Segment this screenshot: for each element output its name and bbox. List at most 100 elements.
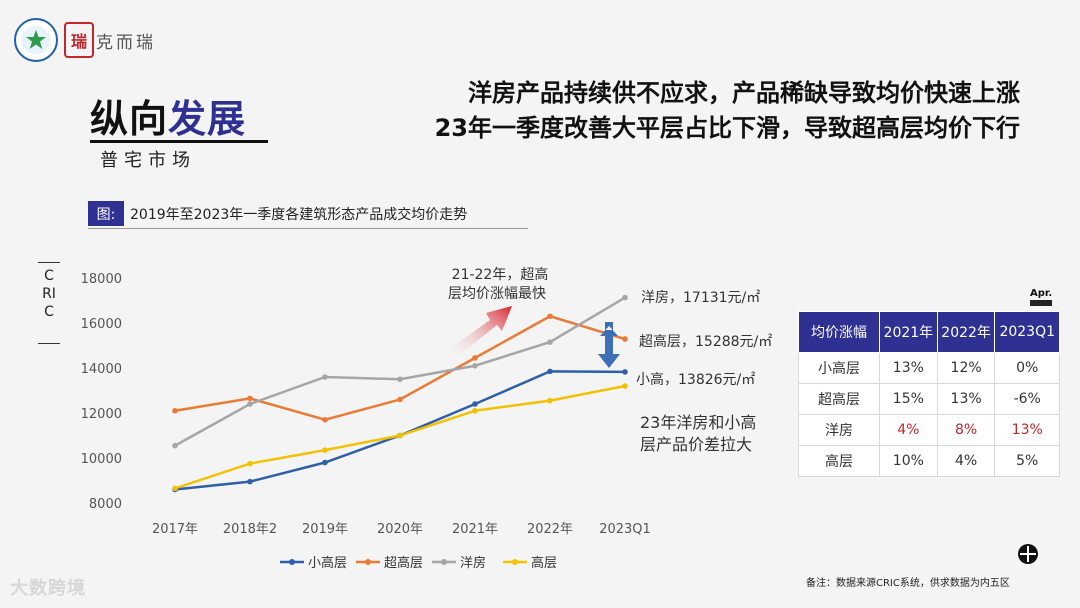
data-point xyxy=(397,376,403,383)
legend-marker xyxy=(441,559,447,565)
data-point xyxy=(547,313,553,320)
data-point xyxy=(622,369,628,375)
table-cell: 13% xyxy=(994,414,1060,446)
label-chaogaoceng: 超高层，15288元/㎡ xyxy=(639,333,772,350)
legend-marker xyxy=(289,559,295,565)
price-growth-table: 均价涨幅 2021年 2022年 2023Q1 小高层 13% 12% 0% 超… xyxy=(798,311,1060,477)
table-row-label: 洋房 xyxy=(798,414,880,446)
figure-caption-divider xyxy=(88,228,528,229)
table-row: 小高层 13% 12% 0% xyxy=(798,352,1060,384)
table-cell: -6% xyxy=(994,383,1060,415)
star-icon xyxy=(22,26,50,54)
y-tick-label: 10000 xyxy=(81,452,122,467)
data-point xyxy=(622,294,628,301)
table-cell: 8% xyxy=(936,414,996,446)
x-tick-label: 2017年 xyxy=(152,522,198,537)
table-header: 2021年 xyxy=(879,311,938,353)
section-title-highlight: 发展 xyxy=(168,97,247,141)
legend-label: 高层 xyxy=(531,555,557,571)
table-cell: 13% xyxy=(936,383,996,415)
legend-label: 小高层 xyxy=(308,555,347,571)
table-cell: 13% xyxy=(879,352,938,384)
x-tick-label: 2022年 xyxy=(527,522,573,537)
data-point xyxy=(547,397,553,404)
cric-vertical-label: CRIC xyxy=(38,262,60,344)
x-tick-label: 2020年 xyxy=(377,522,423,537)
gap-annotation-1: 23年洋房和小高 xyxy=(640,413,756,432)
table-cell: 10% xyxy=(879,445,938,477)
x-tick-label: 2018年2 xyxy=(223,522,277,537)
figure-caption: 2019年至2023年一季度各建筑形态产品成交均价走势 xyxy=(130,207,468,223)
table-cell: 4% xyxy=(936,445,996,477)
gap-annotation-2: 层产品价差拉大 xyxy=(640,435,752,454)
compass-icon xyxy=(1018,544,1038,564)
table-row: 洋房 4% 8% 13% xyxy=(798,414,1060,446)
section-underline xyxy=(90,140,268,143)
data-point xyxy=(322,374,328,380)
data-point xyxy=(172,442,178,449)
footnote: 备注：数据来源CRIC系统，供求数据为内五区 xyxy=(806,578,1010,589)
headline-line-2: 23年一季度改善大平层占比下滑，导致超高层均价下行 xyxy=(434,114,1020,142)
table-cell: 0% xyxy=(994,352,1060,384)
table-cell: 5% xyxy=(994,445,1060,477)
y-tick-label: 16000 xyxy=(81,317,122,332)
y-tick-label: 14000 xyxy=(81,362,122,377)
data-point xyxy=(547,368,553,375)
series-line xyxy=(174,370,626,491)
data-point xyxy=(472,355,478,361)
y-tick-label: 18000 xyxy=(81,272,122,287)
table-row: 超高层 15% 13% -6% xyxy=(798,383,1060,415)
data-point xyxy=(622,336,628,342)
legend-marker xyxy=(365,559,371,565)
section-title-plain: 纵向 xyxy=(90,97,169,141)
table-cell: 15% xyxy=(879,383,938,415)
brand-name: 克而瑞 xyxy=(96,33,156,53)
x-tick-label: 2021年 xyxy=(452,522,498,537)
data-point xyxy=(322,416,328,423)
data-point xyxy=(247,401,253,407)
gap-double-arrow-icon xyxy=(598,322,620,368)
figure-tag: 图: xyxy=(88,201,124,226)
data-point xyxy=(247,478,253,485)
table-row: 高层 10% 4% 5% xyxy=(798,445,1060,477)
data-point xyxy=(472,401,478,407)
x-tick-label: 2023Q1 xyxy=(599,522,651,537)
series-line xyxy=(174,314,626,422)
table-cell: 4% xyxy=(879,414,938,446)
legend-label: 超高层 xyxy=(384,555,423,571)
table-header: 2023Q1 xyxy=(994,311,1060,353)
table-row-label: 超高层 xyxy=(798,383,880,415)
table-row-label: 高层 xyxy=(798,445,880,477)
y-tick-label: 8000 xyxy=(89,497,122,512)
data-point xyxy=(172,485,178,492)
arrow-annotation-1: 21-22年，超高 xyxy=(452,266,549,283)
data-point xyxy=(322,447,328,453)
y-tick-label: 12000 xyxy=(81,407,122,422)
data-point xyxy=(247,460,253,467)
x-tick-label: 2019年 xyxy=(302,522,348,537)
data-point xyxy=(472,362,478,369)
section-title: 纵向发展 xyxy=(90,88,246,143)
legend-marker xyxy=(512,559,518,565)
table-header-row: 均价涨幅 2021年 2022年 2023Q1 xyxy=(798,311,1060,353)
data-point xyxy=(472,407,478,414)
rise-arrow-icon xyxy=(448,306,512,358)
seal-logo: 瑞 xyxy=(64,22,94,58)
table-header: 2022年 xyxy=(936,311,996,353)
data-point xyxy=(172,407,178,414)
data-point xyxy=(547,339,553,345)
arrow-annotation-2: 层均价涨幅最快 xyxy=(448,286,546,302)
watermark: 大数跨境 xyxy=(10,578,86,599)
headline-line-1: 洋房产品持续供不应求，产品稀缺导致均价快速上涨 xyxy=(468,79,1020,107)
data-point xyxy=(622,383,628,389)
table-header: 均价涨幅 xyxy=(798,311,880,353)
legend-label: 洋房 xyxy=(460,555,486,571)
cric-text: CRIC xyxy=(42,268,56,320)
apr-tag: Apr. xyxy=(1030,288,1053,306)
data-point xyxy=(247,395,253,402)
data-point xyxy=(397,396,403,403)
data-point xyxy=(397,432,403,439)
data-point xyxy=(322,459,328,466)
cric-star-logo xyxy=(14,18,58,62)
